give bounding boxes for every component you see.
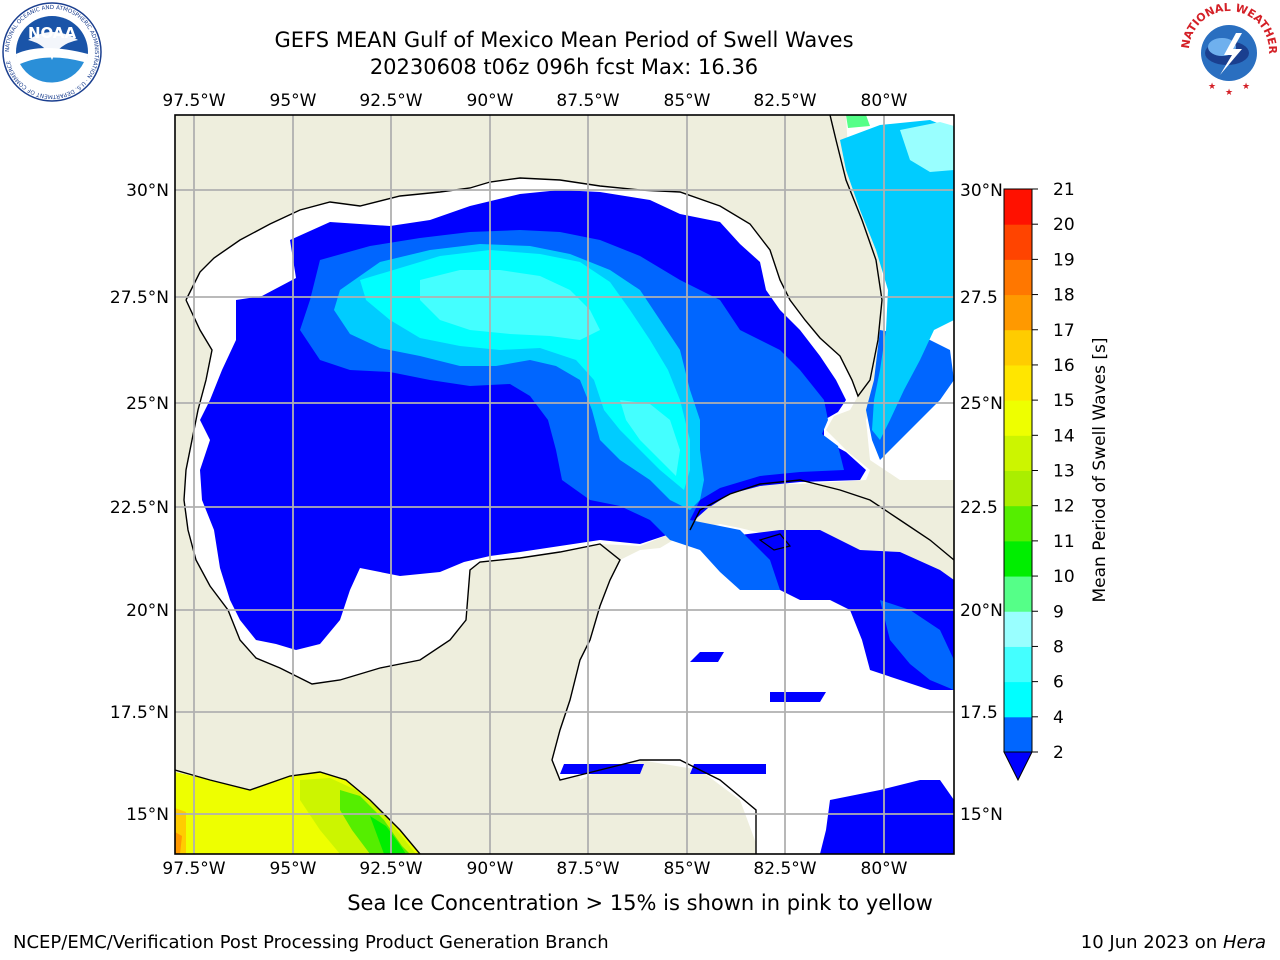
credit-line: NCEP/EMC/Verification Post Processing Pr… [13,932,609,953]
lat-label-left: 20°N [126,601,169,621]
lon-label-top: 97.5°W [162,91,225,111]
svg-text:★: ★ [1225,88,1233,98]
svg-text:★: ★ [1208,82,1216,92]
lon-label-bottom: 92.5°W [359,859,422,879]
svg-text:NOAA: NOAA [28,24,77,42]
lon-label-top: 80°W [861,91,908,111]
colorbar-tick-label: 2 [1053,743,1064,763]
lat-label-right: 25°N [960,394,1003,414]
colorbar-band [1004,681,1032,718]
colorbar-band [1004,329,1032,366]
sea-ice-note: Sea Ice Concentration > 15% is shown in … [347,891,933,915]
colorbar-tick-label: 15 [1053,391,1075,411]
colorbar-tick-label: 21 [1053,180,1075,200]
lon-label-top: 85°W [664,91,711,111]
colorbar-band [1004,435,1032,471]
lat-label-right: 15°N [960,805,1003,825]
lon-label-top: 90°W [467,91,514,111]
gulf-coastline [175,115,954,854]
noaa-logo: NATIONAL OCEANIC AND ATMOSPHERIC ADMINIS… [2,2,102,102]
colorbar-band [1004,540,1032,577]
lon-label-top: 87.5°W [556,91,619,111]
lat-label-right: 27.5 [960,288,998,308]
colorbar-tick-label: 11 [1053,532,1075,552]
lat-label-left: 22.5°N [110,498,169,518]
colorbar-tick-label: 12 [1053,497,1075,517]
colorbar-band [1004,189,1032,225]
map-frame [174,114,955,855]
colorbar-tick-label: 16 [1053,356,1075,376]
date-text: 10 Jun 2023 on [1080,932,1223,953]
lat-label-right: 30°N [960,181,1003,201]
lat-label-right: 22.5 [960,498,998,518]
colorbar-band [1004,259,1032,296]
lon-label-bottom: 80°W [861,859,908,879]
colorbar-band [1004,716,1032,753]
lon-label-bottom: 95°W [270,859,317,879]
machine-name: Hera [1222,932,1266,953]
colorbar-tick-label: 17 [1053,321,1075,341]
colorbar-band [1004,400,1032,436]
lat-label-left: 27.5°N [110,288,169,308]
colorbar-tick-label: 19 [1053,250,1075,270]
lat-label-right: 17.5 [960,703,998,723]
colorbar-band [1004,470,1032,507]
lon-label-bottom: 87.5°W [556,859,619,879]
lon-label-bottom: 82.5°W [753,859,816,879]
nws-logo: NATIONAL WEATHER SERVICE ★ ★ ★ [1180,3,1278,98]
colorbar-band [1004,505,1032,542]
lat-label-left: 17.5°N [110,703,169,723]
lat-label-right: 20°N [960,601,1003,621]
colorbar-band [1004,611,1032,647]
svg-text:★: ★ [1242,82,1250,92]
lon-label-bottom: 97.5°W [162,859,225,879]
map-gridlines [175,115,954,854]
colorbar-tick-label: 6 [1053,673,1064,693]
colorbar-tick-label: 4 [1053,708,1064,728]
lon-label-top: 95°W [270,91,317,111]
map-subtitle: 20230608 t06z 096h fcst Max: 16.36 [369,55,759,79]
colorbar-tick-label: 10 [1053,567,1075,587]
colorbar-label: Mean Period of Swell Waves [s] [1090,338,1110,603]
colorbar-tick-label: 20 [1053,215,1075,235]
swell-region-8-9s [420,270,600,340]
colorbar-tick-label: 13 [1053,462,1075,482]
lat-label-left: 15°N [126,805,169,825]
colorbar-band [1004,646,1032,683]
lon-label-bottom: 85°W [664,859,711,879]
colorbar-under-arrow [1003,751,1033,782]
colorbar-band [1004,576,1032,612]
lat-label-left: 30°N [126,181,169,201]
date-stamp: 10 Jun 2023 on Hera [1081,932,1266,953]
lat-label-left: 25°N [126,394,169,414]
colorbar-tick-label: 18 [1053,286,1075,306]
colorbar-band [1004,224,1032,260]
colorbar-tick-label: 8 [1053,637,1064,657]
colorbar-band [1004,294,1032,331]
lon-label-top: 82.5°W [753,91,816,111]
map-title: GEFS MEAN Gulf of Mexico Mean Period of … [274,28,854,52]
lon-label-top: 92.5°W [359,91,422,111]
colorbar-band [1004,364,1032,401]
lon-label-bottom: 90°W [467,859,514,879]
colorbar: 2 4 6 8 9 10 11 12 13 14 15 16 17 18 19 20 21 [1003,180,1075,782]
colorbar-tick-label: 14 [1053,426,1075,446]
colorbar-tick-label: 9 [1053,602,1064,622]
